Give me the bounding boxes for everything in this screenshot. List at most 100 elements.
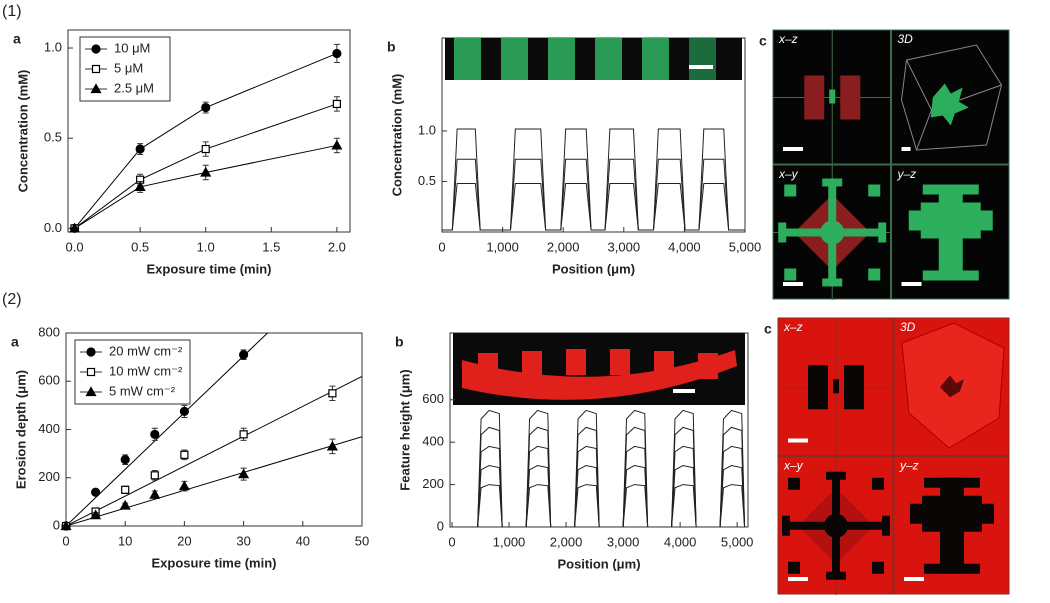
view-label: y–z bbox=[897, 167, 917, 181]
marker bbox=[201, 144, 210, 154]
image-stripe bbox=[454, 38, 481, 80]
x-tick-label: 20 bbox=[177, 533, 191, 548]
view-label: x–z bbox=[783, 320, 803, 334]
y-tick-label: 1.0 bbox=[418, 122, 436, 137]
marker bbox=[180, 450, 189, 459]
x-tick-label: 10 bbox=[118, 533, 132, 548]
panel-label: c bbox=[759, 33, 767, 49]
shape bbox=[844, 365, 864, 410]
shape bbox=[822, 178, 843, 187]
fit-line bbox=[66, 375, 362, 526]
shape bbox=[804, 75, 825, 120]
x-tick-label: 40 bbox=[296, 533, 310, 548]
shape bbox=[788, 477, 800, 490]
image-tooth bbox=[698, 353, 718, 379]
panel-label: b bbox=[387, 39, 396, 55]
x-tick-label: 30 bbox=[236, 533, 250, 548]
image-shape bbox=[462, 350, 737, 400]
x-axis-label: Exposure time (min) bbox=[147, 261, 272, 276]
shape bbox=[868, 184, 881, 197]
view-label: y–z bbox=[899, 459, 919, 473]
x-tick-label: 3,000 bbox=[608, 239, 641, 254]
series-line bbox=[74, 103, 338, 229]
shape bbox=[878, 222, 887, 243]
y-tick-label: 0 bbox=[53, 517, 60, 532]
marker bbox=[69, 222, 81, 233]
marker bbox=[135, 144, 145, 154]
shape bbox=[824, 513, 848, 538]
image-stripe bbox=[501, 38, 528, 80]
panel-label: b bbox=[395, 334, 404, 350]
shape bbox=[826, 571, 846, 580]
x-tick-label: 0.0 bbox=[66, 239, 84, 254]
marker bbox=[332, 99, 341, 109]
x-tick-label: 0 bbox=[448, 534, 455, 549]
x-axis-label: Exposure time (min) bbox=[152, 555, 277, 570]
shape bbox=[940, 375, 964, 398]
view-label: 3D bbox=[898, 32, 914, 46]
marker bbox=[201, 102, 211, 113]
marker bbox=[326, 440, 338, 451]
image-tooth bbox=[654, 351, 674, 377]
plot-area bbox=[66, 333, 362, 526]
marker bbox=[134, 181, 146, 192]
y-tick-label: 400 bbox=[38, 421, 60, 436]
scale-bar bbox=[901, 147, 911, 151]
marker bbox=[119, 499, 131, 510]
panel-label: a bbox=[13, 31, 21, 47]
shape bbox=[872, 561, 884, 574]
part-label: (2) bbox=[2, 291, 22, 308]
part-label: (1) bbox=[2, 3, 22, 20]
marker bbox=[179, 406, 189, 417]
x-tick-label: 1.5 bbox=[262, 239, 280, 254]
shape bbox=[872, 477, 884, 490]
shape bbox=[778, 222, 787, 243]
image-stripe bbox=[548, 38, 575, 80]
shape bbox=[840, 75, 861, 120]
x-tick-label: 2.0 bbox=[328, 239, 346, 254]
fit-line bbox=[66, 333, 269, 526]
x-tick-label: 2,000 bbox=[547, 239, 580, 254]
scale-bar bbox=[783, 282, 803, 286]
x-tick-label: 0.5 bbox=[131, 239, 149, 254]
y-tick-label: 0 bbox=[437, 518, 444, 533]
legend-label: 10 μM bbox=[114, 40, 150, 55]
fit-line bbox=[66, 436, 362, 526]
x-tick-label: 1,000 bbox=[486, 239, 519, 254]
x-axis-label: Position (μm) bbox=[557, 556, 640, 571]
shape bbox=[829, 89, 836, 104]
image-tooth bbox=[478, 353, 498, 379]
y-axis-label: Feature height (μm) bbox=[397, 369, 412, 490]
image-stripe bbox=[642, 38, 669, 80]
shape bbox=[822, 278, 843, 287]
marker bbox=[239, 350, 249, 360]
shape bbox=[930, 83, 969, 126]
marker bbox=[238, 468, 250, 479]
marker bbox=[90, 487, 101, 497]
image-tooth bbox=[522, 351, 542, 377]
view-label: 3D bbox=[900, 320, 916, 334]
image-tooth bbox=[566, 349, 586, 375]
image-stripe bbox=[689, 38, 716, 80]
marker bbox=[150, 429, 160, 439]
scale-bar bbox=[788, 577, 808, 581]
y-tick-label: 600 bbox=[38, 373, 60, 388]
marker bbox=[332, 48, 342, 59]
shape bbox=[808, 365, 828, 410]
x-tick-label: 2,000 bbox=[550, 534, 583, 549]
legend-label: 10 mW cm⁻² bbox=[109, 363, 183, 378]
x-axis-label: Position (μm) bbox=[552, 261, 635, 276]
x-tick-label: 1.0 bbox=[197, 239, 215, 254]
image-tooth bbox=[610, 349, 630, 375]
shape bbox=[922, 270, 979, 281]
y-tick-label: 1.0 bbox=[44, 39, 62, 54]
scale-bar bbox=[901, 282, 922, 286]
legend-marker bbox=[91, 64, 101, 74]
shape bbox=[826, 471, 846, 480]
y-axis-label: Concentration (mM) bbox=[15, 70, 30, 193]
legend-label: 2.5 μM bbox=[114, 80, 154, 95]
shape bbox=[922, 184, 979, 195]
legend-marker bbox=[91, 44, 101, 54]
marker bbox=[178, 480, 190, 491]
y-tick-label: 800 bbox=[38, 324, 60, 339]
